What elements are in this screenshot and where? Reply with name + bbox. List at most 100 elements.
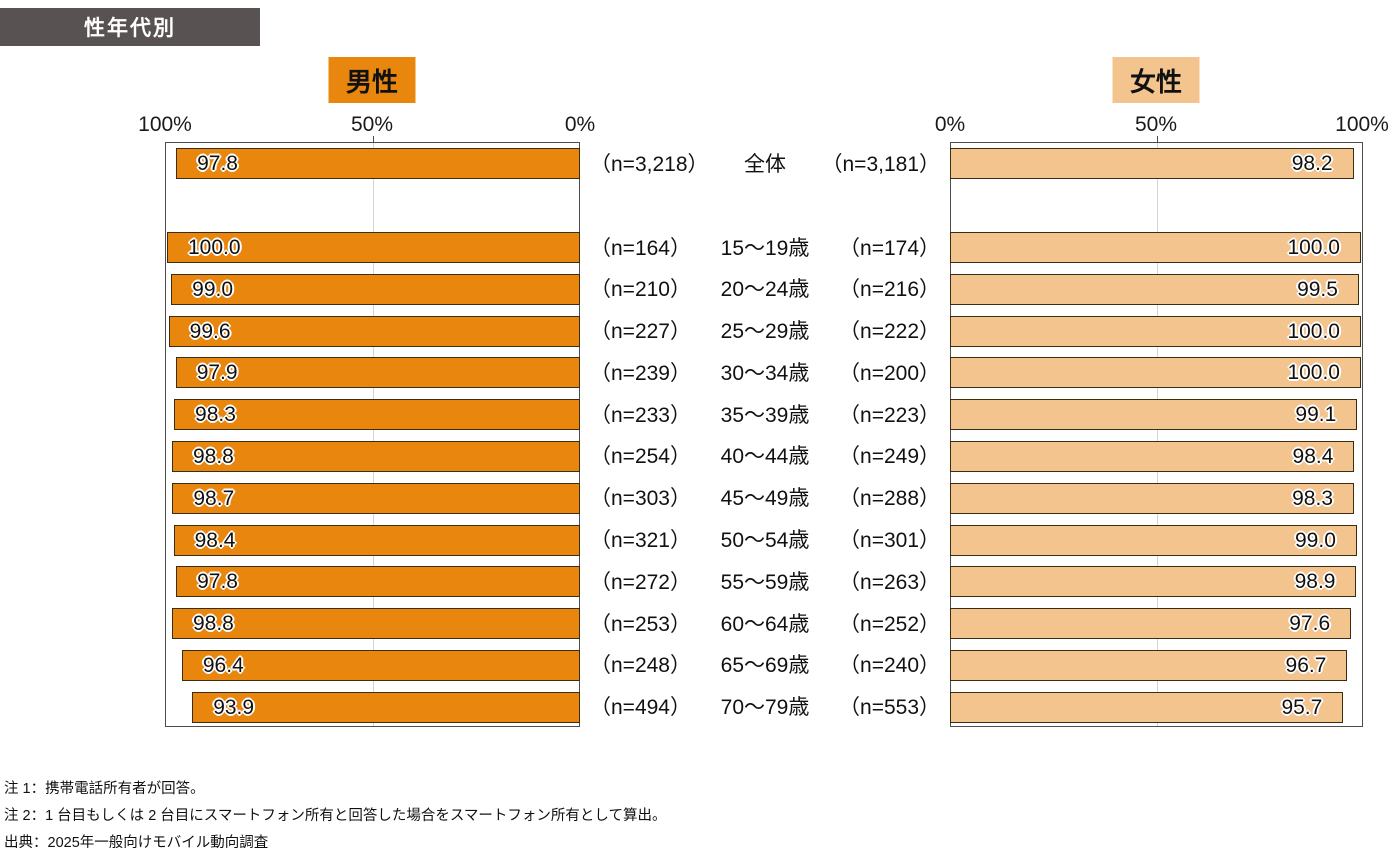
female-n-label: （n=263） <box>839 570 940 594</box>
male-axis-tick-50: 50% <box>350 113 394 136</box>
male-bar-value-label: 99.6 <box>189 319 231 343</box>
female-bar: 98.9 <box>950 566 1357 598</box>
female-bar-value-label: 100.0 <box>1287 236 1340 259</box>
male-bar: 98.4 <box>173 524 580 556</box>
female-bar: 99.5 <box>950 273 1359 305</box>
footnotes: 注 1：携帯電話所有者が回答。 注 2：1 台目もしくは 2 台目にスマートフォ… <box>4 776 667 848</box>
female-bar-value-label: 98.2 <box>1291 152 1333 176</box>
male-axis-tick-0: 0% <box>564 113 596 136</box>
row-label: （n=239） 30〜34歳 （n=200） <box>580 356 950 387</box>
female-n-label: （n=288） <box>839 487 940 511</box>
age-group-label: 45〜49歳 <box>720 487 810 511</box>
row-label: （n=321） 50〜54歳 （n=301） <box>580 524 950 555</box>
male-bar: 98.8 <box>171 440 580 472</box>
female-bar-value-label: 98.4 <box>1292 444 1334 468</box>
row-label: （n=233） 35〜39歳 （n=223） <box>580 398 950 429</box>
male-bar-value-label: 98.8 <box>192 612 234 635</box>
male-n-label: （n=303） <box>590 487 691 511</box>
male-50-gridline <box>372 143 374 726</box>
row-label: （n=272） 55〜59歳 （n=263） <box>580 565 950 596</box>
age-group-label: 15〜19歳 <box>720 236 810 260</box>
female-bar: 95.7 <box>950 691 1344 723</box>
female-bar: 100.0 <box>950 357 1361 389</box>
female-bar-value-label: 99.1 <box>1295 403 1337 427</box>
male-50-tick-mark <box>372 136 374 143</box>
male-bar: 100.0 <box>167 232 580 263</box>
male-bar: 99.6 <box>168 315 580 347</box>
female-bar: 96.7 <box>950 649 1348 681</box>
male-n-label: （n=321） <box>590 529 691 552</box>
female-50-gridline <box>1156 143 1158 726</box>
row-label: （n=210） 20〜24歳 （n=216） <box>580 273 950 304</box>
female-n-label: （n=3,181） <box>821 152 941 176</box>
female-bar-value-label: 99.0 <box>1295 528 1336 552</box>
female-n-label: （n=252） <box>839 612 940 636</box>
male-n-label: （n=227） <box>590 320 691 343</box>
row-label: （n=253） 60〜64歳 （n=252） <box>580 607 950 638</box>
female-axis-tick-100: 100% <box>1335 113 1389 136</box>
male-n-label: （n=239） <box>590 361 691 385</box>
male-bar-value-label: 93.9 <box>213 695 255 719</box>
male-bar: 98.8 <box>171 608 580 639</box>
age-group-label: 50〜54歳 <box>720 529 810 552</box>
male-bar-value-label: 100.0 <box>188 236 241 259</box>
age-group-label: 25〜29歳 <box>720 320 810 343</box>
row-label: （n=164） 15〜19歳 （n=174） <box>580 231 950 262</box>
male-bar: 93.9 <box>192 691 580 723</box>
female-bar-value-label: 98.9 <box>1294 570 1336 594</box>
male-axis-tick-100: 100% <box>138 113 192 136</box>
female-bar-value-label: 100.0 <box>1287 361 1340 385</box>
male-bar-value-label: 97.9 <box>196 361 238 385</box>
male-n-label: （n=254） <box>590 445 691 469</box>
male-bar-value-label: 98.4 <box>194 528 236 552</box>
female-n-label: （n=301） <box>839 529 940 552</box>
female-bar-value-label: 95.7 <box>1281 695 1323 719</box>
male-bar: 98.7 <box>172 482 580 514</box>
age-group-label: 55〜59歳 <box>720 570 810 594</box>
male-bar: 99.0 <box>171 273 580 305</box>
female-n-label: （n=223） <box>839 403 940 427</box>
male-bar: 97.9 <box>175 357 580 389</box>
female-bar: 97.6 <box>950 608 1352 639</box>
source-note: 出典：2025年一般向けモバイル動向調査 <box>4 835 269 848</box>
age-group-label: 60〜64歳 <box>720 612 810 636</box>
female-chart-plot-area: 98.2 100.0 99.5 100.0 100.0 99.1 98.4 98.3 99.0 9… <box>950 136 1363 727</box>
male-bar: 98.3 <box>174 399 580 431</box>
female-axis-tick-50: 50% <box>1134 113 1178 136</box>
male-n-label: （n=253） <box>590 612 691 636</box>
female-bar: 98.3 <box>950 482 1354 514</box>
male-n-label: （n=494） <box>590 696 691 720</box>
female-n-label: （n=222） <box>839 320 940 343</box>
age-group-label: 40〜44歳 <box>720 445 810 469</box>
female-n-label: （n=249） <box>839 445 940 469</box>
male-chart-plot-area: 97.8 100.0 99.0 99.6 97.9 98.3 98.8 98.7 98.4 97.… <box>165 136 580 727</box>
male-bar: 97.8 <box>176 148 580 180</box>
note-2: 注 2：1 台目もしくは 2 台目にスマートフォン所有と回答した場合をスマートフ… <box>4 808 667 824</box>
female-bar: 100.0 <box>950 232 1361 263</box>
male-n-label: （n=248） <box>590 654 691 678</box>
row-label: （n=227） 25〜29歳 （n=222） <box>580 315 950 346</box>
female-bar-value-label: 99.5 <box>1297 277 1338 301</box>
row-label: （n=248） 65〜69歳 （n=240） <box>580 649 950 680</box>
male-bar-value-label: 97.8 <box>197 152 238 176</box>
female-n-label: （n=553） <box>839 696 940 720</box>
female-bar: 98.2 <box>950 148 1354 180</box>
female-n-label: （n=216） <box>839 278 940 302</box>
section-title: 性年代別 <box>0 8 260 46</box>
male-n-label: （n=272） <box>590 570 691 594</box>
note-1: 注 1：携帯電話所有者が回答。 <box>4 781 205 797</box>
legend-male: 男性 <box>328 57 416 103</box>
female-50-tick-mark <box>1156 136 1158 143</box>
female-n-label: （n=174） <box>839 236 940 260</box>
age-group-label: 35〜39歳 <box>720 403 810 427</box>
row-label: （n=3,218） 全体 （n=3,181） <box>580 147 950 178</box>
female-bar: 99.0 <box>950 524 1357 556</box>
male-n-label: （n=164） <box>590 236 691 260</box>
age-group-label: 20〜24歳 <box>720 278 810 302</box>
category-labels-column: （n=3,218） 全体 （n=3,181） （n=164） 15〜19歳 （n=174）… <box>580 142 950 727</box>
male-bar-value-label: 99.0 <box>192 277 234 301</box>
female-bar-value-label: 97.6 <box>1289 612 1331 635</box>
female-axis-tick-0: 0% <box>934 113 966 136</box>
age-group-label: 70〜79歳 <box>720 696 810 720</box>
